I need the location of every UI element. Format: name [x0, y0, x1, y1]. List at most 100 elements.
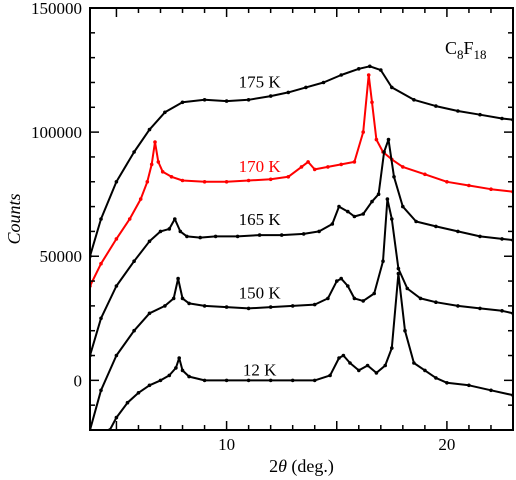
x-tick-label: 10	[218, 435, 235, 454]
series-1	[90, 73, 513, 288]
data-point	[392, 175, 396, 179]
y-axis-title: Counts	[4, 193, 24, 244]
data-point	[268, 305, 273, 309]
data-point	[317, 229, 321, 234]
data-point	[346, 284, 350, 288]
data-point	[136, 391, 141, 395]
data-point	[326, 165, 330, 169]
data-point	[456, 109, 460, 113]
data-point	[339, 276, 344, 281]
data-point	[279, 233, 284, 237]
data-point	[445, 180, 449, 184]
series-label: 150 K	[239, 283, 282, 302]
data-point	[330, 222, 335, 226]
data-point	[177, 356, 181, 360]
data-point	[489, 187, 493, 191]
data-point	[390, 217, 394, 221]
data-point	[213, 234, 218, 239]
data-point	[145, 180, 150, 184]
data-point	[423, 172, 427, 177]
data-point	[370, 199, 374, 204]
data-point	[114, 237, 119, 241]
data-point	[246, 178, 251, 183]
series-label: 12 K	[243, 360, 277, 379]
data-point	[370, 100, 374, 105]
data-point	[396, 271, 401, 276]
data-point	[99, 217, 103, 221]
data-point	[352, 160, 357, 164]
data-point	[478, 112, 482, 117]
data-point	[114, 284, 119, 288]
series-2	[90, 137, 513, 358]
data-point	[326, 296, 330, 301]
data-point	[257, 233, 262, 237]
data-point	[372, 291, 377, 296]
data-point	[361, 299, 366, 303]
data-point	[500, 116, 504, 121]
y-tick-label: 150000	[31, 0, 82, 18]
data-point	[147, 311, 152, 316]
data-point	[346, 209, 350, 214]
data-point	[434, 376, 438, 380]
data-point	[390, 346, 394, 350]
data-point	[125, 400, 130, 405]
data-point	[337, 204, 341, 209]
data-point	[149, 162, 154, 167]
data-point	[187, 374, 191, 379]
data-point	[202, 98, 207, 102]
data-point	[396, 266, 401, 271]
data-point	[339, 73, 344, 77]
data-point	[405, 286, 410, 291]
data-point	[385, 197, 390, 201]
data-point	[374, 371, 379, 375]
data-point	[374, 137, 379, 142]
data-point	[500, 309, 504, 313]
data-point	[478, 234, 482, 239]
x-tick-label: 20	[438, 435, 455, 454]
series-line	[90, 65, 513, 257]
data-point	[167, 373, 172, 378]
data-point	[478, 306, 482, 311]
data-point	[224, 180, 229, 184]
series-label: 165 K	[239, 210, 282, 229]
data-point	[467, 183, 471, 188]
series-3	[90, 197, 513, 430]
data-point	[434, 104, 438, 108]
data-point	[386, 137, 391, 142]
data-point	[286, 90, 291, 95]
data-point	[290, 304, 295, 308]
data-point	[147, 239, 152, 244]
tick-layer: 10 20 0 50000 100000 150000	[31, 0, 514, 454]
data-point	[401, 204, 405, 209]
data-point	[114, 180, 119, 184]
data-point	[500, 237, 504, 241]
data-point	[401, 165, 405, 169]
data-point	[224, 378, 229, 383]
y-tick-label: 100000	[31, 123, 82, 142]
data-point	[403, 328, 407, 333]
data-point	[352, 214, 357, 219]
data-point	[357, 368, 361, 373]
data-point	[328, 373, 332, 378]
data-point	[390, 85, 394, 90]
data-point	[147, 127, 152, 132]
y-tick-label: 0	[74, 371, 83, 390]
data-point	[312, 167, 317, 172]
data-point	[376, 192, 381, 196]
data-point	[127, 217, 132, 221]
data-point	[456, 229, 460, 234]
data-point	[467, 383, 471, 388]
series-line	[90, 138, 513, 356]
data-point	[456, 304, 460, 308]
data-point	[132, 259, 136, 264]
data-point	[335, 279, 339, 283]
data-point	[246, 378, 251, 383]
data-point	[368, 64, 372, 69]
label-layer: 175 K 170 K 165 K 150 K 12 K	[239, 72, 282, 379]
data-point	[171, 296, 176, 301]
data-point	[163, 304, 167, 308]
data-point	[412, 98, 416, 102]
data-point	[382, 150, 386, 154]
data-point	[160, 170, 165, 174]
